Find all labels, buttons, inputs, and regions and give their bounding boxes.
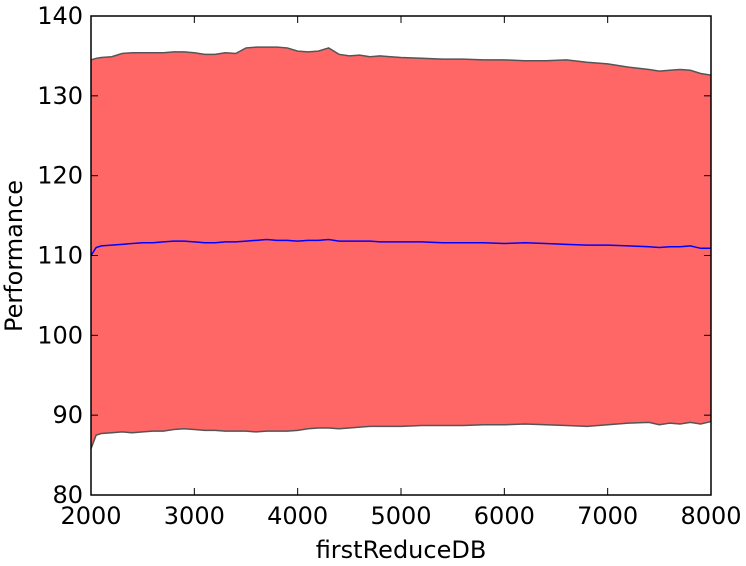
mean-line (90, 238, 711, 256)
x-tick-label: 7000 (577, 502, 638, 530)
upper-bound-line (90, 46, 712, 76)
plot-area (90, 46, 712, 449)
y-tick-label: 100 (37, 321, 83, 349)
y-tick-label: 90 (52, 401, 83, 429)
y-axis-label: Performance (0, 180, 28, 332)
x-axis: 2000 3000 4000 5000 6000 7000 8000 (60, 16, 742, 530)
y-tick-label: 140 (37, 2, 83, 30)
x-tick-label: 8000 (680, 502, 741, 530)
confidence-band (91, 47, 711, 449)
y-axis: 80 90 100 110 120 130 140 (37, 2, 711, 509)
x-tick-label: 4000 (267, 502, 328, 530)
x-tick-label: 6000 (474, 502, 535, 530)
x-tick-label: 2000 (60, 502, 121, 530)
y-tick-label: 130 (37, 82, 83, 110)
x-axis-label: firstReduceDB (316, 536, 487, 564)
lower-bound-line (90, 420, 712, 449)
x-tick-label: 3000 (164, 502, 225, 530)
y-tick-label: 120 (37, 162, 83, 190)
y-tick-label: 80 (52, 481, 83, 509)
x-tick-label: 5000 (370, 502, 431, 530)
y-tick-label: 110 (37, 242, 83, 270)
